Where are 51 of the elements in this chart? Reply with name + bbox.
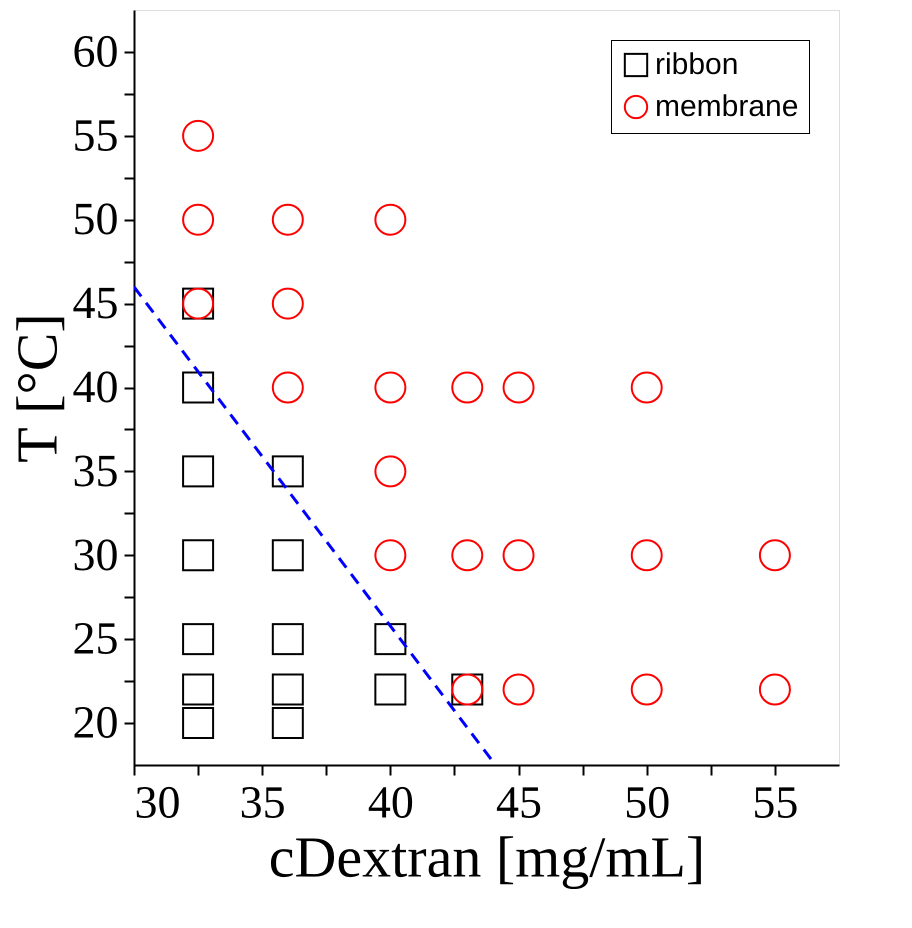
point (758, 539, 791, 572)
point (272, 623, 304, 656)
point (182, 455, 214, 488)
point (374, 455, 406, 488)
legend-label: membrane (655, 90, 798, 123)
y-tick-label: 45 (72, 277, 118, 328)
x-tick-label: 30 (134, 776, 180, 828)
point (630, 539, 663, 572)
point (451, 539, 484, 572)
point (374, 674, 406, 706)
point (451, 372, 484, 404)
x-tick-label: 40 (368, 776, 414, 828)
point (272, 707, 304, 740)
point (182, 204, 214, 236)
point (374, 623, 406, 656)
y-tick-label: 50 (72, 193, 118, 244)
point (630, 674, 663, 706)
point (502, 372, 535, 404)
x-tick-label: 55 (752, 776, 798, 828)
point (272, 455, 304, 488)
y-tick-label: 30 (72, 528, 118, 580)
point (758, 674, 791, 706)
point (182, 372, 214, 404)
point (182, 674, 214, 706)
point (272, 288, 304, 320)
y-tick-label: 40 (72, 361, 118, 412)
y-tick-label: 55 (72, 109, 118, 160)
y-tick-label: 60 (72, 25, 118, 76)
point (630, 372, 663, 404)
y-tick-label: 35 (72, 444, 118, 496)
x-tick-label: 45 (496, 776, 542, 828)
point (182, 539, 214, 572)
point (182, 120, 214, 152)
point (502, 539, 535, 572)
x-tick-label: 50 (624, 776, 670, 828)
point (182, 707, 214, 740)
point (182, 623, 214, 656)
y-axis-title: T [°C] (4, 313, 70, 463)
y-tick-label: 20 (72, 696, 118, 748)
point (374, 539, 406, 572)
point (502, 674, 535, 706)
point (374, 204, 406, 236)
x-tick-label: 35 (240, 776, 286, 828)
point (374, 372, 406, 404)
point (272, 372, 304, 404)
point (272, 204, 304, 236)
point (272, 539, 304, 572)
point (272, 674, 304, 706)
y-tick-label: 25 (72, 612, 118, 664)
legend-label: ribbon (655, 48, 738, 81)
x-axis-title: cDextran [mg/mL] (268, 824, 706, 890)
